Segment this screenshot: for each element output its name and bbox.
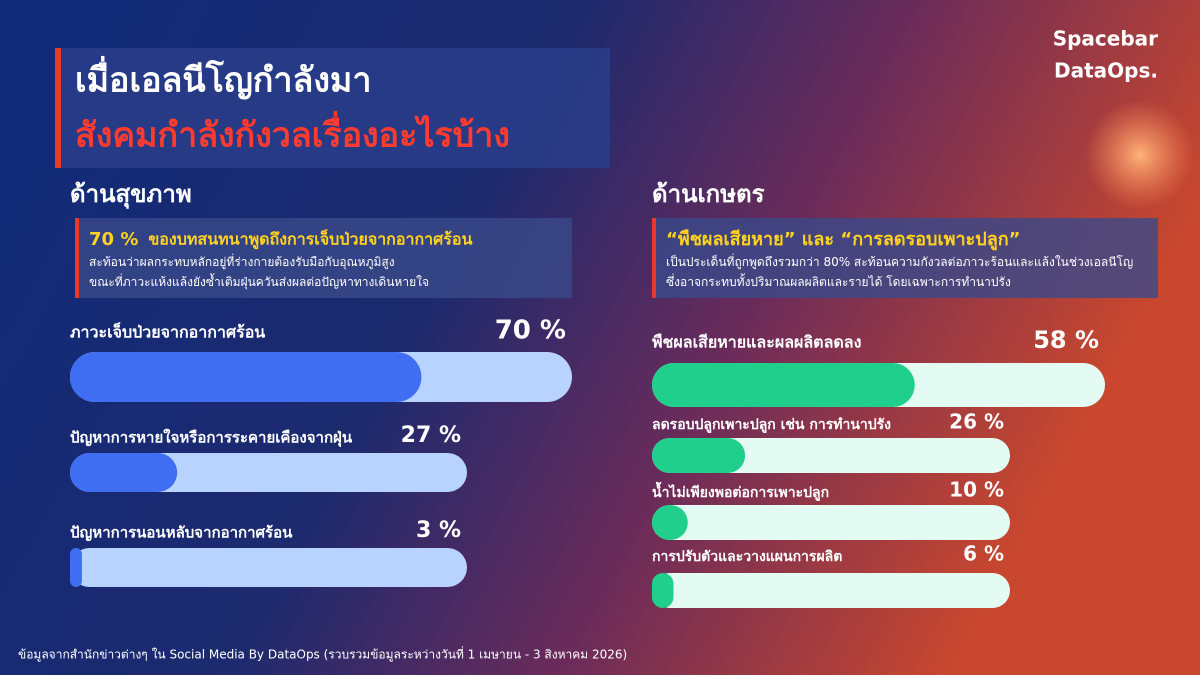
category-label: ลดรอบปลูกเพาะปลูก เช่น การทำนาปรัง xyxy=(652,417,891,433)
bar xyxy=(652,505,688,540)
category-label: ภาวะเจ็บป่วยจากอากาศร้อน xyxy=(70,321,265,342)
bar xyxy=(652,573,674,608)
value-label: 6 % xyxy=(963,542,1004,566)
title: เมื่อเอลนีโญกำลังมา xyxy=(75,56,371,101)
note-lead: “พืชผลเสียหาย” และ “การลดรอบเพาะปลูก” xyxy=(666,229,1020,251)
bar-track xyxy=(652,505,1010,540)
note-box xyxy=(75,218,572,298)
bar xyxy=(652,438,746,473)
title-accent xyxy=(55,48,61,168)
sun xyxy=(1085,100,1195,210)
source: ข้อมูลจากสำนักข่าวต่างๆ ใน Social Media … xyxy=(18,646,627,663)
bar xyxy=(70,352,422,402)
section-title: ด้านสุขภาพ xyxy=(70,180,192,210)
section-title: ด้านเกษตร xyxy=(652,180,765,208)
bar-track xyxy=(70,548,467,587)
description: สะท้อนว่าผลกระทบหลักอยู่ที่ร่างกายต้องรั… xyxy=(89,253,429,290)
note-accent xyxy=(652,218,656,298)
brand: Spacebar xyxy=(1053,27,1158,51)
bar xyxy=(652,363,915,407)
category-label: ปัญหาการนอนหลับจากอากาศร้อน xyxy=(70,524,293,542)
note-accent xyxy=(75,218,79,298)
note-lead: 70 % xyxy=(89,229,138,250)
category-label: ปัญหาการหายใจหรือการระคายเคืองจากฝุ่น xyxy=(70,429,353,448)
value-label: 27 % xyxy=(401,423,461,448)
value-label: 26 % xyxy=(949,410,1004,434)
note-box xyxy=(652,218,1158,298)
bar xyxy=(70,548,82,587)
bar xyxy=(70,453,178,492)
brand: DataOps. xyxy=(1054,59,1158,83)
value-label: 58 % xyxy=(1033,326,1099,354)
bar-track xyxy=(652,573,1010,608)
note: ของบทสนทนาพูดถึงการเจ็บป่วยจากอากาศร้อน xyxy=(148,228,472,251)
category-label: พืชผลเสียหายและผลผลิตลดลง xyxy=(652,333,861,352)
value-label: 3 % xyxy=(416,518,461,543)
description: เป็นประเด็นที่ถูกพูดถึงรวมกว่า 80% สะท้อ… xyxy=(666,253,1133,289)
title-box xyxy=(55,48,610,168)
category-label: น้ำไม่เพียงพอต่อการเพาะปลูก xyxy=(652,481,829,501)
title: สังคมกำลังกังวลเรื่องอะไรบ้าง xyxy=(75,111,510,156)
value-label: 70 % xyxy=(495,316,566,346)
value-label: 10 % xyxy=(949,478,1004,502)
category-label: การปรับตัวและวางแผนการผลิต xyxy=(652,549,842,565)
